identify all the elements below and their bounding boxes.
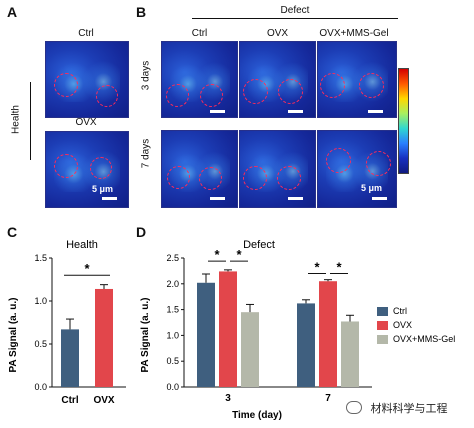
roi-circle (243, 166, 267, 190)
bar (341, 321, 359, 387)
roi-circle (278, 79, 303, 104)
panel-a-row-divider (30, 82, 31, 160)
bar (297, 303, 315, 387)
bar (197, 282, 215, 387)
legend-swatch (377, 335, 388, 344)
chart-c: Health PA Signal (a. u.) 0.0 0.5 1.0 1.5 Ct… (8, 239, 126, 406)
legend-swatch (377, 321, 388, 330)
scale-bar (372, 197, 387, 200)
panel-letter-b: B (136, 4, 147, 20)
legend-label: Ctrl (393, 306, 407, 316)
roi-circle (54, 154, 78, 178)
panel-letter-c: C (7, 224, 18, 240)
chart-d-xlabel: Time (day) (232, 410, 282, 421)
y-tick-label: 0.5 (166, 356, 179, 366)
roi-circle (166, 84, 189, 107)
scale-bar (368, 110, 383, 113)
watermark: 材料科学与工程 (346, 399, 470, 417)
image-a-ovx: 5 μm (45, 131, 129, 208)
panel-b-row-7days: 7 days (140, 138, 152, 169)
chart-d-title: Defect (243, 239, 275, 251)
roi-circle (167, 166, 190, 189)
y-tick-label: 2.0 (166, 279, 179, 289)
panel-letter-d: D (136, 224, 147, 240)
legend-label: OVX (393, 320, 412, 330)
y-tick-label: 0.0 (34, 382, 47, 392)
panel-b-header: Defect (280, 5, 310, 16)
roi-circle (359, 73, 384, 98)
chart-c-ylabel: PA Signal (a. u.) (8, 297, 19, 372)
image-b-gel-7d: 5 μm (317, 130, 397, 208)
chart-d-ylabel: PA Signal (a. u.) (140, 297, 151, 372)
roi-circle (366, 151, 391, 176)
x-tick-label: 7 (325, 393, 331, 404)
legend-swatch (377, 307, 388, 316)
bar (219, 271, 237, 387)
roi-circle (96, 85, 118, 107)
roi-circle (54, 73, 78, 97)
panel-b-col-ovx: OVX (266, 28, 289, 39)
significance-mark: * (84, 261, 90, 276)
y-tick-label: 1.5 (166, 305, 179, 315)
watermark-text: 材料科学与工程 (370, 402, 448, 415)
significance-mark: * (214, 247, 220, 262)
scale-bar (288, 197, 303, 200)
y-tick-label: 0.5 (34, 339, 47, 349)
bar (61, 329, 79, 387)
y-tick-label: 1.0 (34, 296, 47, 306)
bar (319, 281, 337, 387)
chart-d: Defect PA Signal (a. u.) Time (day) 0.0 0… (140, 239, 455, 421)
image-a-ctrl (45, 41, 129, 118)
panel-b-col-gel: OVX+MMS-Gel (319, 28, 389, 39)
scale-label: 5 μm (361, 183, 383, 193)
y-tick-label: 1.5 (34, 253, 47, 263)
panel-b-row-3days: 3 days (140, 60, 152, 91)
panel-letter-a: A (7, 4, 18, 20)
panel-b-header-line (192, 18, 398, 19)
scale-label: 5 μm (92, 184, 114, 194)
y-tick-label: 0.0 (166, 382, 179, 392)
bar (95, 288, 113, 387)
panel-a-col-ovx: OVX (75, 117, 97, 128)
scale-bar (210, 110, 225, 113)
image-b-ctrl-7d (161, 130, 238, 208)
significance-mark: * (236, 247, 242, 262)
panel-a-row-label: Health (10, 105, 22, 134)
panel-b-col-ctrl: Ctrl (191, 28, 208, 39)
roi-circle (320, 73, 345, 98)
chart-c-title: Health (66, 239, 98, 251)
roi-circle (243, 79, 268, 104)
image-b-ovx-7d (239, 130, 316, 208)
wechat-icon (346, 401, 362, 415)
x-tick-label: Ctrl (61, 395, 78, 406)
scale-bar (210, 197, 225, 200)
y-tick-label: 2.5 (166, 253, 179, 263)
y-tick-label: 1.0 (166, 330, 179, 340)
scale-bar (102, 197, 117, 200)
legend-label: OVX+MMS-Gel (393, 334, 455, 344)
roi-circle (199, 167, 222, 190)
colorbar (398, 68, 409, 174)
scale-bar (288, 110, 303, 113)
image-b-gel-3d (317, 41, 397, 118)
significance-mark: * (314, 259, 320, 274)
x-tick-label: OVX (93, 395, 114, 406)
roi-circle (326, 148, 351, 173)
significance-mark: * (336, 259, 342, 274)
bar (241, 312, 259, 387)
image-b-ovx-3d (239, 41, 316, 118)
panel-a-col-ctrl: Ctrl (78, 28, 94, 39)
image-b-ctrl-3d (161, 41, 238, 118)
roi-circle (277, 166, 301, 190)
roi-circle (90, 157, 112, 179)
roi-circle (200, 84, 223, 107)
x-tick-label: 3 (225, 393, 231, 404)
